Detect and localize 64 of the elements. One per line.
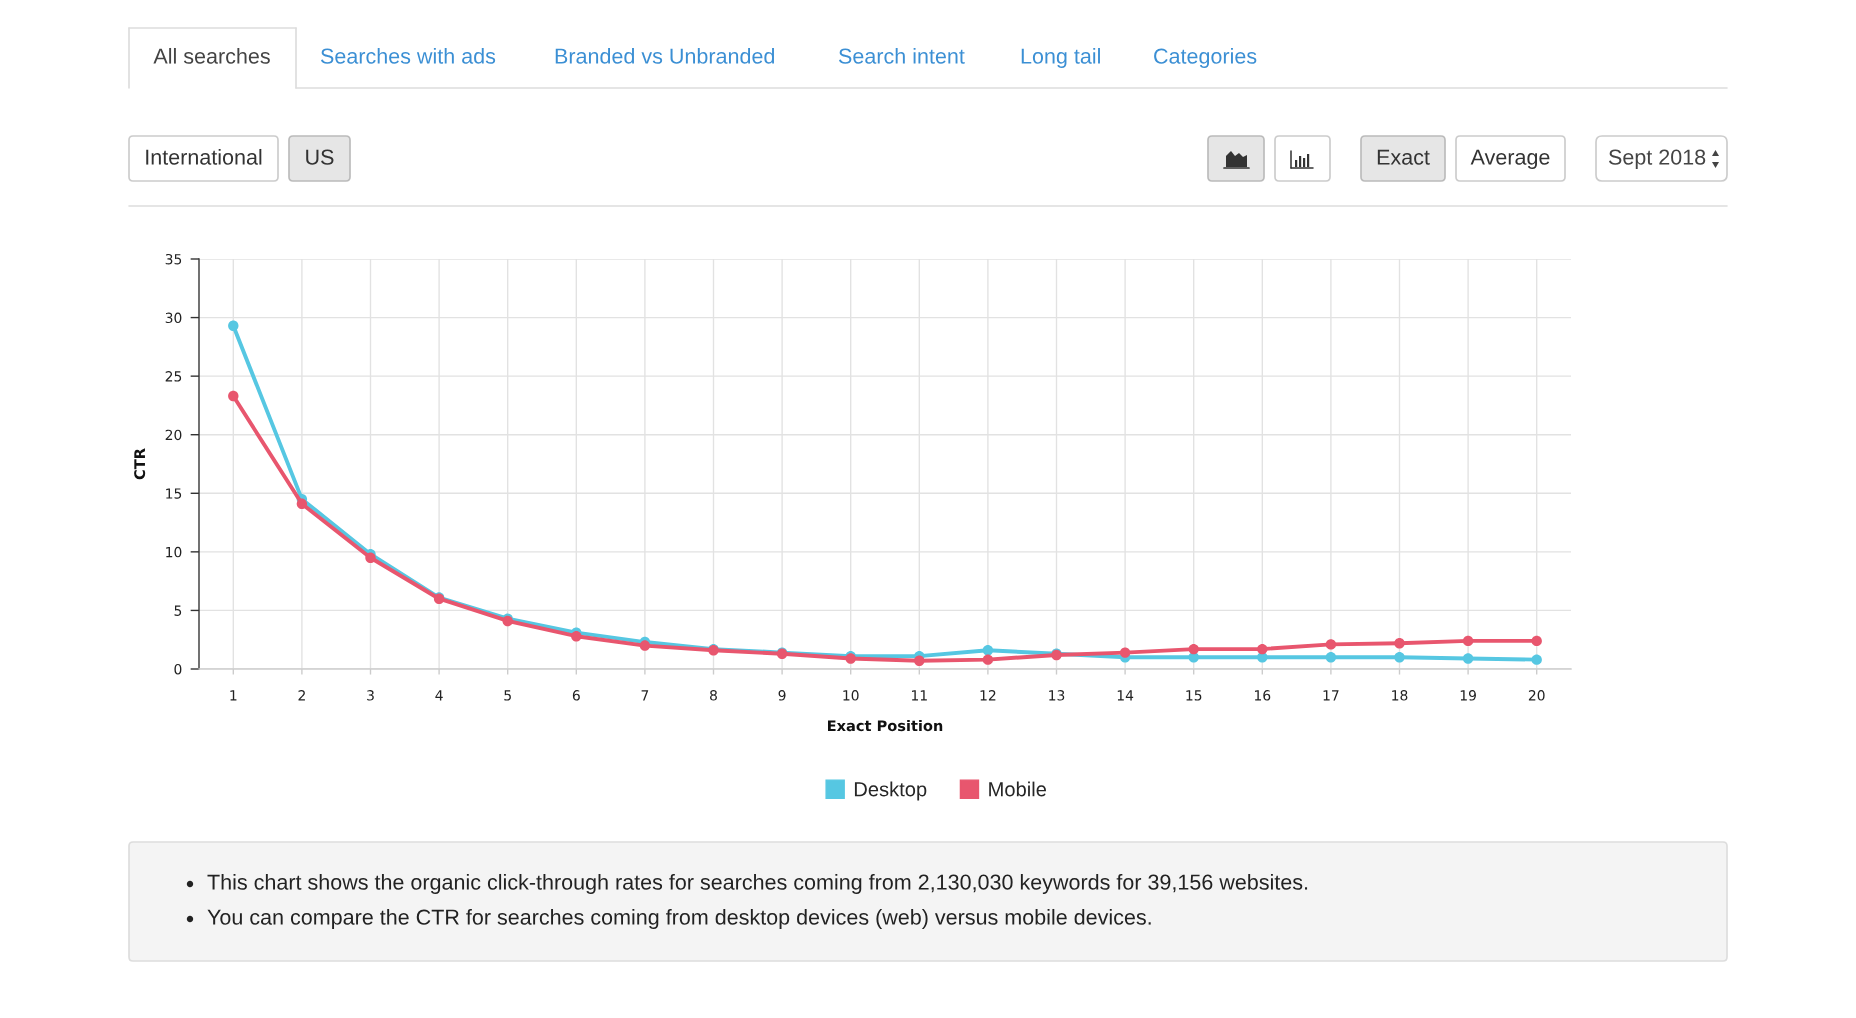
text: International xyxy=(146,148,262,165)
point xyxy=(982,645,994,656)
x-tick-label: 9 xyxy=(778,690,786,701)
x-tick-label: 4 xyxy=(435,690,443,701)
x-tick-label: 15 xyxy=(1186,690,1202,701)
text: Exact xyxy=(1377,149,1430,165)
point xyxy=(914,655,925,667)
x-tick-label: 12 xyxy=(980,690,996,701)
x-tick-label: 2 xyxy=(298,690,305,701)
x-tick-label: 20 xyxy=(1528,690,1545,701)
point xyxy=(1257,643,1268,655)
x-tick-label: 3 xyxy=(367,690,374,701)
point xyxy=(1394,652,1405,663)
x-tick-label: 11 xyxy=(911,690,927,701)
point xyxy=(982,654,994,665)
point xyxy=(1325,639,1337,650)
x-tick-label: 8 xyxy=(710,690,717,701)
x-tick-label: 5 xyxy=(504,690,511,701)
point xyxy=(1531,635,1542,647)
text: This chart shows the organic click-through rates for searches coming from 2,130,030 keywords for 39,156 websites. xyxy=(207,873,1308,895)
point xyxy=(1188,643,1199,655)
y-tick-label: 0 xyxy=(174,663,182,675)
text: Average xyxy=(1470,149,1550,170)
y-tick-label: 35 xyxy=(165,253,182,265)
y-tick-label: 30 xyxy=(165,312,182,324)
point xyxy=(1394,638,1405,649)
x-axis-title: Exact Position xyxy=(828,719,943,732)
point xyxy=(571,630,582,642)
y-axis-title: CTR xyxy=(134,448,146,480)
x-tick-label: 10 xyxy=(843,690,859,701)
text: You can compare the CTR for searches coming from desktop devices (web) versus mobile devices. xyxy=(207,908,1151,930)
point xyxy=(228,320,239,331)
x-tick-label: 6 xyxy=(572,690,580,701)
text: All searches xyxy=(153,47,270,64)
text: US xyxy=(306,149,334,165)
y-tick-label: 10 xyxy=(166,546,182,558)
point xyxy=(1325,652,1337,663)
x-tick-label: 13 xyxy=(1049,690,1065,701)
legend-label: Mobile xyxy=(989,781,1047,797)
x-tick-label: 1 xyxy=(230,690,237,701)
text: Categories xyxy=(1154,47,1257,69)
point xyxy=(1462,635,1474,647)
legend-label: Desktop xyxy=(854,781,927,801)
text: Sept 2018 xyxy=(1608,149,1706,170)
point xyxy=(1119,647,1131,658)
y-tick-label: 5 xyxy=(174,605,182,616)
point xyxy=(1462,653,1474,664)
point xyxy=(639,640,651,651)
point xyxy=(296,498,308,510)
text: Searches with ads xyxy=(320,47,496,64)
text: Search intent xyxy=(838,47,965,64)
x-tick-label: 14 xyxy=(1117,690,1134,701)
text: Branded vs Unbranded xyxy=(555,47,775,64)
text: Long tail xyxy=(1021,47,1100,69)
y-tick-label: 20 xyxy=(165,429,182,441)
point xyxy=(1531,654,1542,665)
y-tick-label: 25 xyxy=(165,371,182,382)
point xyxy=(228,390,239,402)
x-tick-label: 17 xyxy=(1323,690,1339,701)
x-tick-label: 7 xyxy=(641,690,649,701)
x-tick-label: 19 xyxy=(1460,690,1476,701)
x-tick-label: 18 xyxy=(1392,690,1408,701)
y-tick-label: 15 xyxy=(166,488,182,499)
x-tick-label: 16 xyxy=(1254,690,1271,701)
